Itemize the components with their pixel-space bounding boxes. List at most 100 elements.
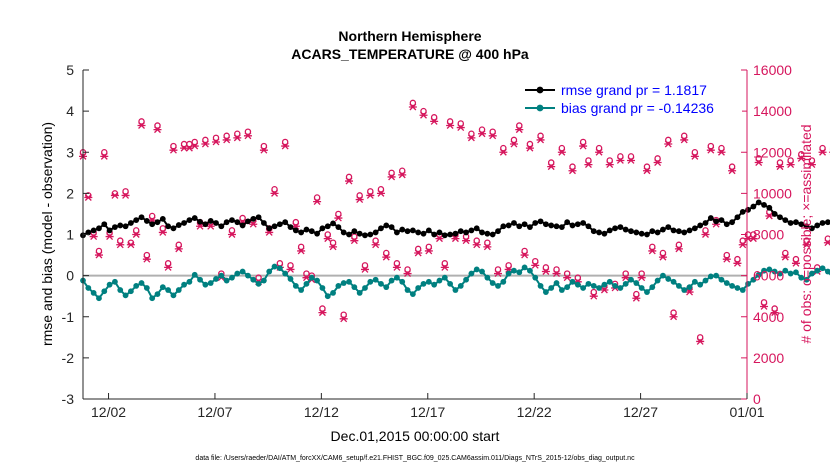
rmse-point (181, 220, 187, 226)
obs-assimilated-marker (733, 259, 742, 267)
rmse-point (809, 225, 815, 232)
obs-assimilated-marker (414, 249, 423, 257)
legend-rmse-marker (536, 86, 544, 94)
obs-assimilated-marker (94, 251, 103, 259)
obs-assimilated-marker (158, 228, 167, 236)
rmse-point (697, 222, 704, 229)
obs-possible-marker (489, 128, 496, 135)
bias-point (590, 283, 597, 289)
rmse-point (303, 226, 310, 233)
bias-point (292, 283, 299, 289)
obs-possible-marker (212, 134, 220, 142)
obs-assimilated-marker (483, 243, 492, 251)
rmse-point (138, 214, 145, 221)
bias-point (234, 270, 241, 277)
obs-assimilated-marker (206, 222, 215, 230)
obs-assimilated-marker (126, 241, 135, 249)
x-tick-label: 12/22 (517, 404, 552, 420)
obs-possible-marker (356, 192, 363, 199)
bias-point (766, 266, 773, 273)
obs-assimilated-marker (196, 222, 205, 230)
bias-point (537, 283, 544, 289)
bias-point (771, 268, 778, 275)
obs-possible-marker (95, 247, 103, 255)
bias-point (628, 276, 634, 283)
bias-point (431, 281, 438, 288)
obs-assimilated-marker (600, 286, 609, 294)
bias-point (511, 267, 517, 274)
obs-possible-marker (287, 262, 294, 269)
rmse-point (761, 201, 767, 208)
obs-possible-marker (303, 270, 310, 277)
obs-possible-marker (239, 214, 246, 222)
obs-assimilated-marker (674, 245, 683, 253)
bias-point (761, 267, 767, 274)
obs-possible-marker (271, 186, 278, 193)
obs-assimilated-marker (589, 292, 598, 300)
obs-possible-marker (414, 245, 422, 253)
rmse-point (314, 230, 321, 237)
bias-point (271, 263, 278, 270)
obs-assimilated-marker (669, 313, 678, 321)
x-tick-label: 12/07 (197, 404, 232, 420)
obs-possible-marker (398, 167, 406, 175)
obs-assimilated-marker (557, 148, 566, 156)
obs-possible-marker (654, 155, 661, 162)
obs-assimilated-marker (403, 270, 412, 278)
bias-point (356, 289, 363, 296)
bias-point (367, 278, 374, 285)
obs-possible-marker (585, 157, 592, 164)
obs-assimilated-marker (627, 157, 636, 164)
bias-point (606, 278, 613, 285)
obs-assimilated-marker (754, 159, 763, 166)
obs-possible-marker (707, 142, 715, 150)
rmse-point (548, 222, 555, 229)
obs-assimilated-marker (653, 159, 662, 166)
obs-possible-marker (457, 120, 465, 127)
obs-possible-marker (132, 227, 140, 234)
rmse-point (537, 218, 544, 225)
bias-point (612, 283, 618, 289)
obs-assimilated-marker (462, 237, 471, 245)
bias-point (809, 270, 815, 277)
obs-assimilated-marker (648, 247, 657, 255)
bias-point (425, 278, 432, 285)
obs-possible-marker (202, 136, 209, 144)
obs-possible-marker (468, 130, 475, 137)
obs-possible-marker (313, 194, 321, 201)
rmse-point (159, 215, 166, 222)
obs-assimilated-marker (696, 337, 705, 345)
obs-possible-marker (516, 122, 523, 129)
bias-point (308, 274, 315, 281)
obs-possible-marker (659, 249, 667, 257)
rmse-point (346, 231, 352, 238)
obs-possible-marker (728, 163, 736, 170)
rmse-point (553, 223, 560, 230)
bias-point (644, 289, 650, 295)
obs-possible-marker (590, 288, 598, 296)
obs-possible-marker (191, 138, 198, 146)
rmse-point (170, 225, 177, 232)
rmse-point (468, 227, 475, 234)
obs-assimilated-marker (642, 167, 651, 175)
bias-point (553, 280, 560, 286)
obs-possible-marker (425, 243, 433, 251)
rmse-point (479, 229, 485, 236)
bias-point (601, 281, 608, 288)
bias-point (532, 274, 539, 281)
bias-point (324, 293, 331, 300)
x-tick-label: 12/17 (410, 404, 445, 420)
rmse-point (793, 219, 799, 226)
bias-point (378, 280, 384, 287)
rmse-point (229, 217, 235, 224)
rmse-point (787, 220, 794, 226)
bias-point (276, 265, 283, 272)
bias-point (527, 267, 533, 274)
rmse-point (702, 220, 709, 226)
obs-assimilated-marker (509, 140, 518, 148)
rmse-point (112, 224, 118, 230)
rmse-point (436, 229, 443, 236)
obs-possible-marker (803, 237, 810, 244)
rmse-point (420, 230, 427, 237)
rmse-point (718, 217, 725, 224)
